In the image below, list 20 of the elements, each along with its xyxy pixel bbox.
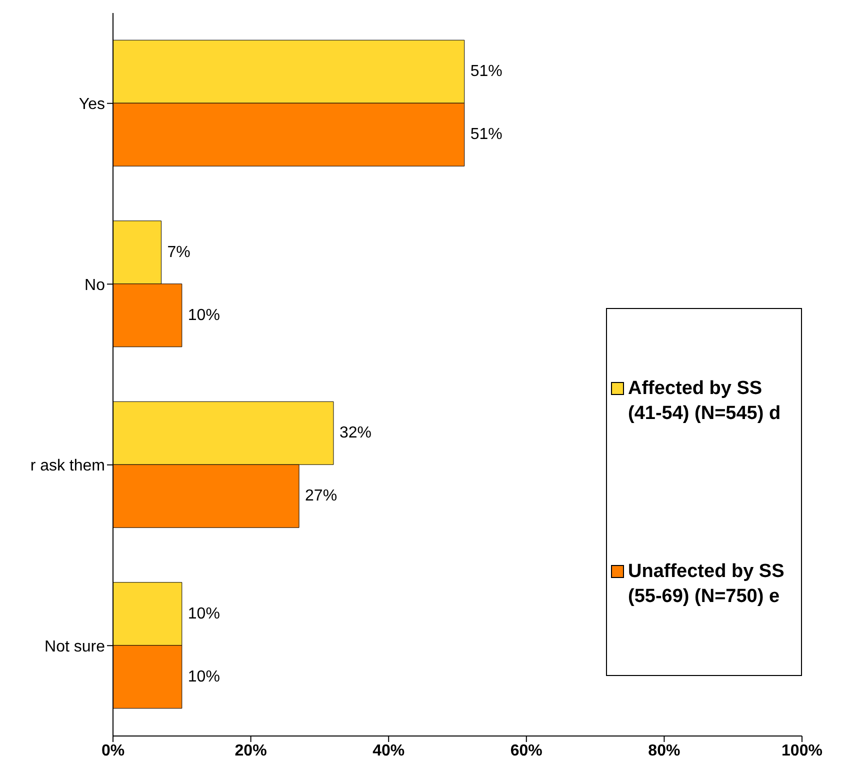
data-label: 27% [305,488,338,505]
x-tick-label: 0% [101,742,125,760]
data-label: 7% [167,244,190,261]
data-label: 51% [470,63,502,80]
data-label: 51% [470,126,502,144]
x-tick-label: 40% [372,742,405,760]
legend-label: Affected by SS (41-54) (N=545) d [628,376,782,426]
y-tick-label: Not sure [44,638,106,656]
data-label: 32% [339,424,372,442]
x-tick-label: 20% [234,742,267,760]
data-label: 10% [188,668,220,686]
y-tick-label: Yes [78,96,105,114]
x-tick-label: 60% [510,742,542,760]
y-tick-label: r ask them [30,458,105,475]
data-label: 10% [188,605,220,622]
x-tick-label: 80% [648,742,680,760]
x-tick-label: 100% [782,742,822,760]
y-tick-label: No [84,276,106,294]
data-label: 10% [188,306,220,324]
legend-label: Unaffected by SS (55-69) (N=750) e [628,560,786,608]
